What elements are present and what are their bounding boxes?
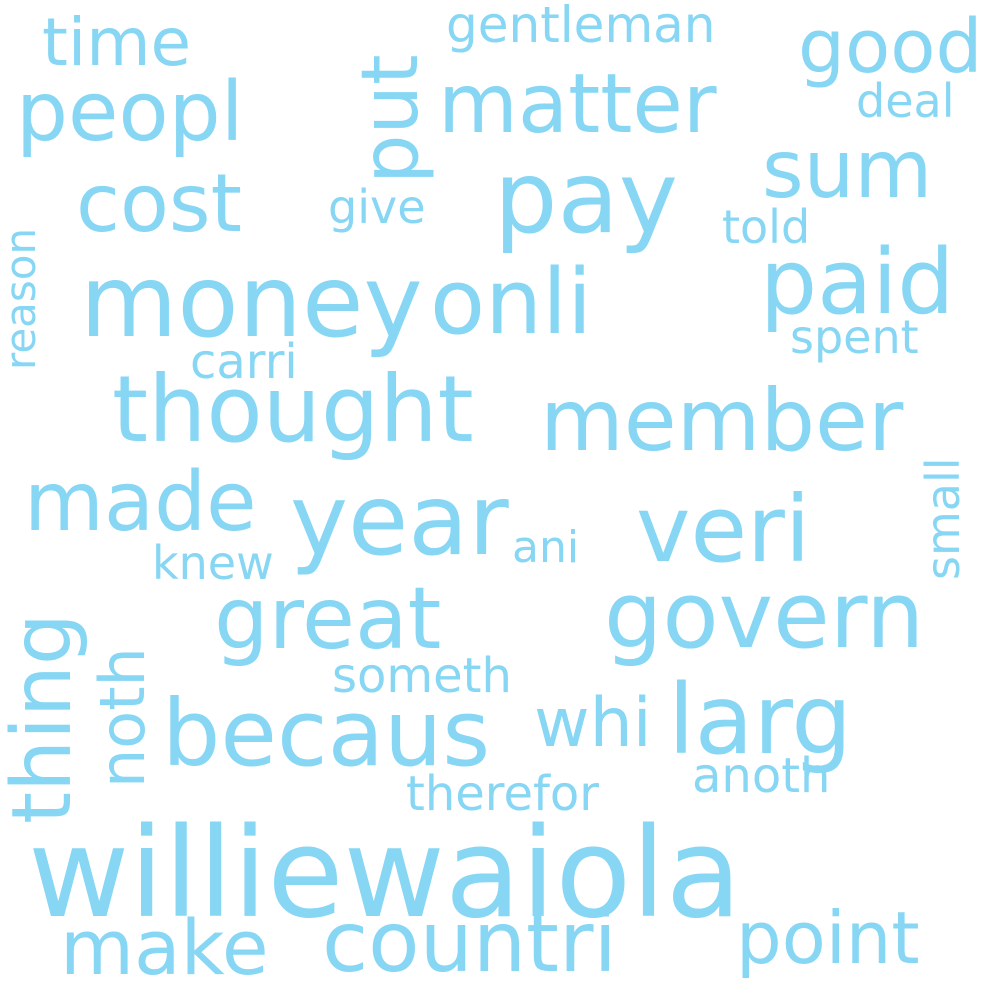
word: someth	[332, 648, 512, 704]
word: point	[736, 896, 920, 980]
word: therefor	[406, 766, 599, 822]
word: thing	[0, 613, 90, 824]
word: year	[290, 464, 509, 578]
word: small	[916, 457, 970, 580]
word: knew	[152, 536, 274, 590]
word: govern	[604, 562, 925, 669]
word: cost	[76, 157, 242, 250]
word: pay	[494, 139, 678, 256]
word: money	[80, 243, 423, 360]
word: matter	[438, 57, 717, 152]
word: whi	[534, 684, 652, 763]
word: thought	[112, 356, 474, 463]
word: great	[214, 569, 442, 669]
word: carri	[190, 334, 298, 390]
word: ani	[512, 522, 580, 573]
word: larg	[668, 664, 853, 776]
word: veri	[636, 476, 811, 583]
word: told	[722, 200, 811, 254]
word: onli	[430, 250, 593, 355]
word: anoth	[692, 748, 831, 804]
word: williewaiola	[28, 802, 742, 946]
word: deal	[856, 74, 955, 128]
word: give	[328, 180, 426, 234]
word: gentleman	[446, 0, 716, 54]
word: paid	[760, 230, 955, 335]
word: noth	[86, 647, 159, 788]
word: becaus	[162, 680, 491, 787]
word: countri	[322, 893, 617, 991]
word: peopl	[16, 65, 244, 160]
word: reason	[0, 227, 45, 370]
word: spent	[790, 310, 919, 364]
word: put	[346, 54, 436, 184]
word: time	[42, 4, 192, 81]
word: make	[60, 903, 269, 992]
word: member	[540, 371, 904, 471]
word: sum	[762, 123, 933, 216]
word: good	[798, 4, 983, 90]
word: made	[24, 455, 257, 550]
